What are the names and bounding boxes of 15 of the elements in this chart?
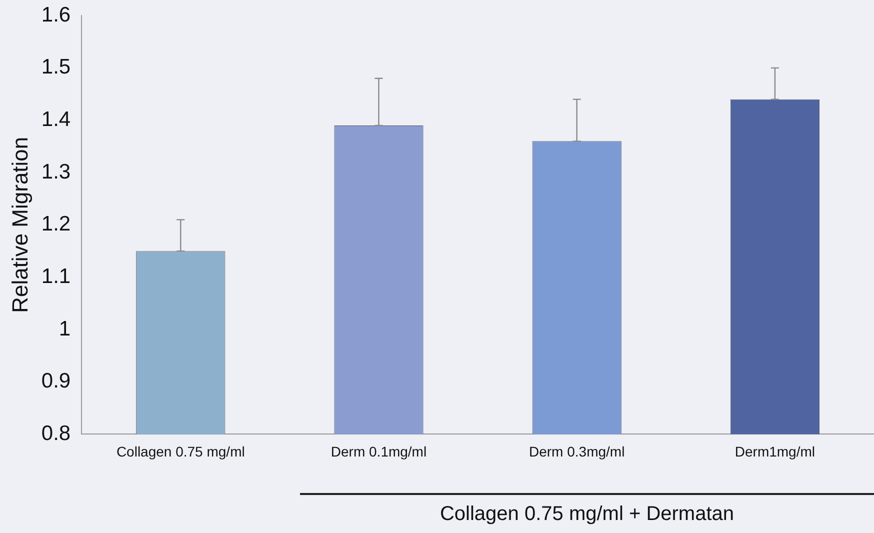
y-tick-label: 1.3 bbox=[41, 160, 71, 184]
y-tick-label: 0.8 bbox=[41, 422, 71, 445]
text: Collagen 0.75 mg/ml + Dermatan bbox=[438, 503, 736, 526]
x-tick-label: Derm1mg/ml bbox=[734, 443, 816, 460]
x-tick-label: Derm 0.3mg/ml bbox=[529, 443, 625, 460]
y-tick-label: 1.6 bbox=[41, 3, 71, 26]
y-tick-label: 1.4 bbox=[41, 108, 71, 132]
x-tick-label: Derm 0.1mg/ml bbox=[330, 443, 427, 460]
y-tick-label: 1.1 bbox=[41, 265, 71, 288]
y-tick-label: 1.2 bbox=[41, 212, 71, 236]
y-axis-title: Relative Migration bbox=[7, 136, 32, 313]
y-tick-label: 0.9 bbox=[41, 370, 71, 393]
y-tick-label: 1 bbox=[58, 317, 71, 340]
y-tick-label: 1.5 bbox=[41, 56, 71, 79]
x-tick-label: Collagen 0.75 mg/ml bbox=[116, 443, 245, 460]
